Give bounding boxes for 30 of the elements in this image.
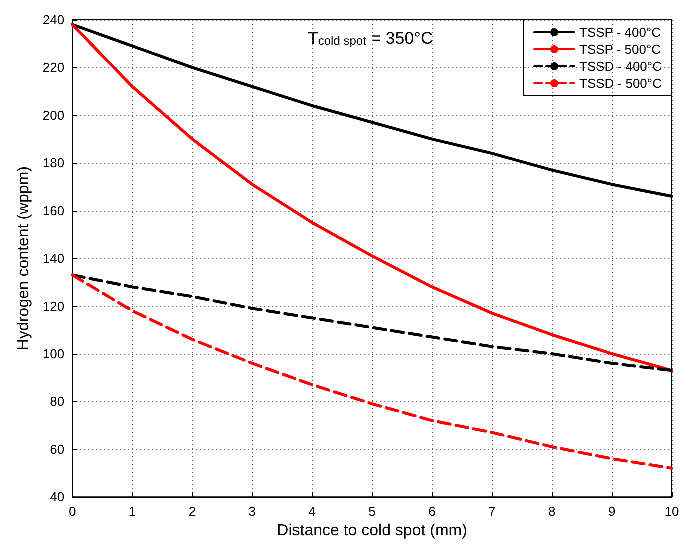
x-tick-label: 8 (548, 504, 556, 520)
y-axis-title: Hydrogen content (wppm) (16, 166, 32, 351)
y-tick-label: 200 (42, 108, 65, 123)
y-tick-label: 140 (42, 251, 65, 266)
x-tick-label: 2 (188, 504, 196, 520)
y-tick-label: 80 (50, 394, 65, 410)
y-tick-label: 40 (50, 490, 65, 505)
y-tick-label: 60 (50, 442, 65, 457)
x-tick-label: 1 (128, 504, 136, 520)
x-tick-label: 3 (248, 504, 256, 520)
line-series (71, 274, 674, 470)
x-tick-label: 9 (608, 504, 616, 520)
y-tick-label: 220 (42, 60, 65, 76)
y-tick-label: 100 (42, 346, 65, 362)
x-tick-label: 5 (368, 504, 376, 520)
legend-label: TSSD - 500°C (580, 76, 662, 91)
y-tick-label: 120 (42, 298, 65, 314)
line-series (71, 23, 674, 372)
x-tick-label: 0 (68, 504, 76, 520)
y-tick-label: 160 (42, 203, 65, 218)
x-tick-label: 7 (488, 504, 496, 520)
y-tick-label: 240 (42, 12, 65, 28)
x-tick-label: 10 (664, 504, 680, 520)
legend-label: TSSP - 500°C (580, 42, 662, 57)
y-tick-label: 180 (42, 156, 65, 171)
x-tick-label: 4 (308, 504, 316, 520)
legend-label: TSSD - 400°C (580, 59, 662, 74)
x-axis-title: Distance to cold spot (mm) (277, 522, 468, 540)
x-tick-label: 6 (428, 504, 436, 520)
legend-label: TSSP - 400°C (580, 25, 662, 40)
